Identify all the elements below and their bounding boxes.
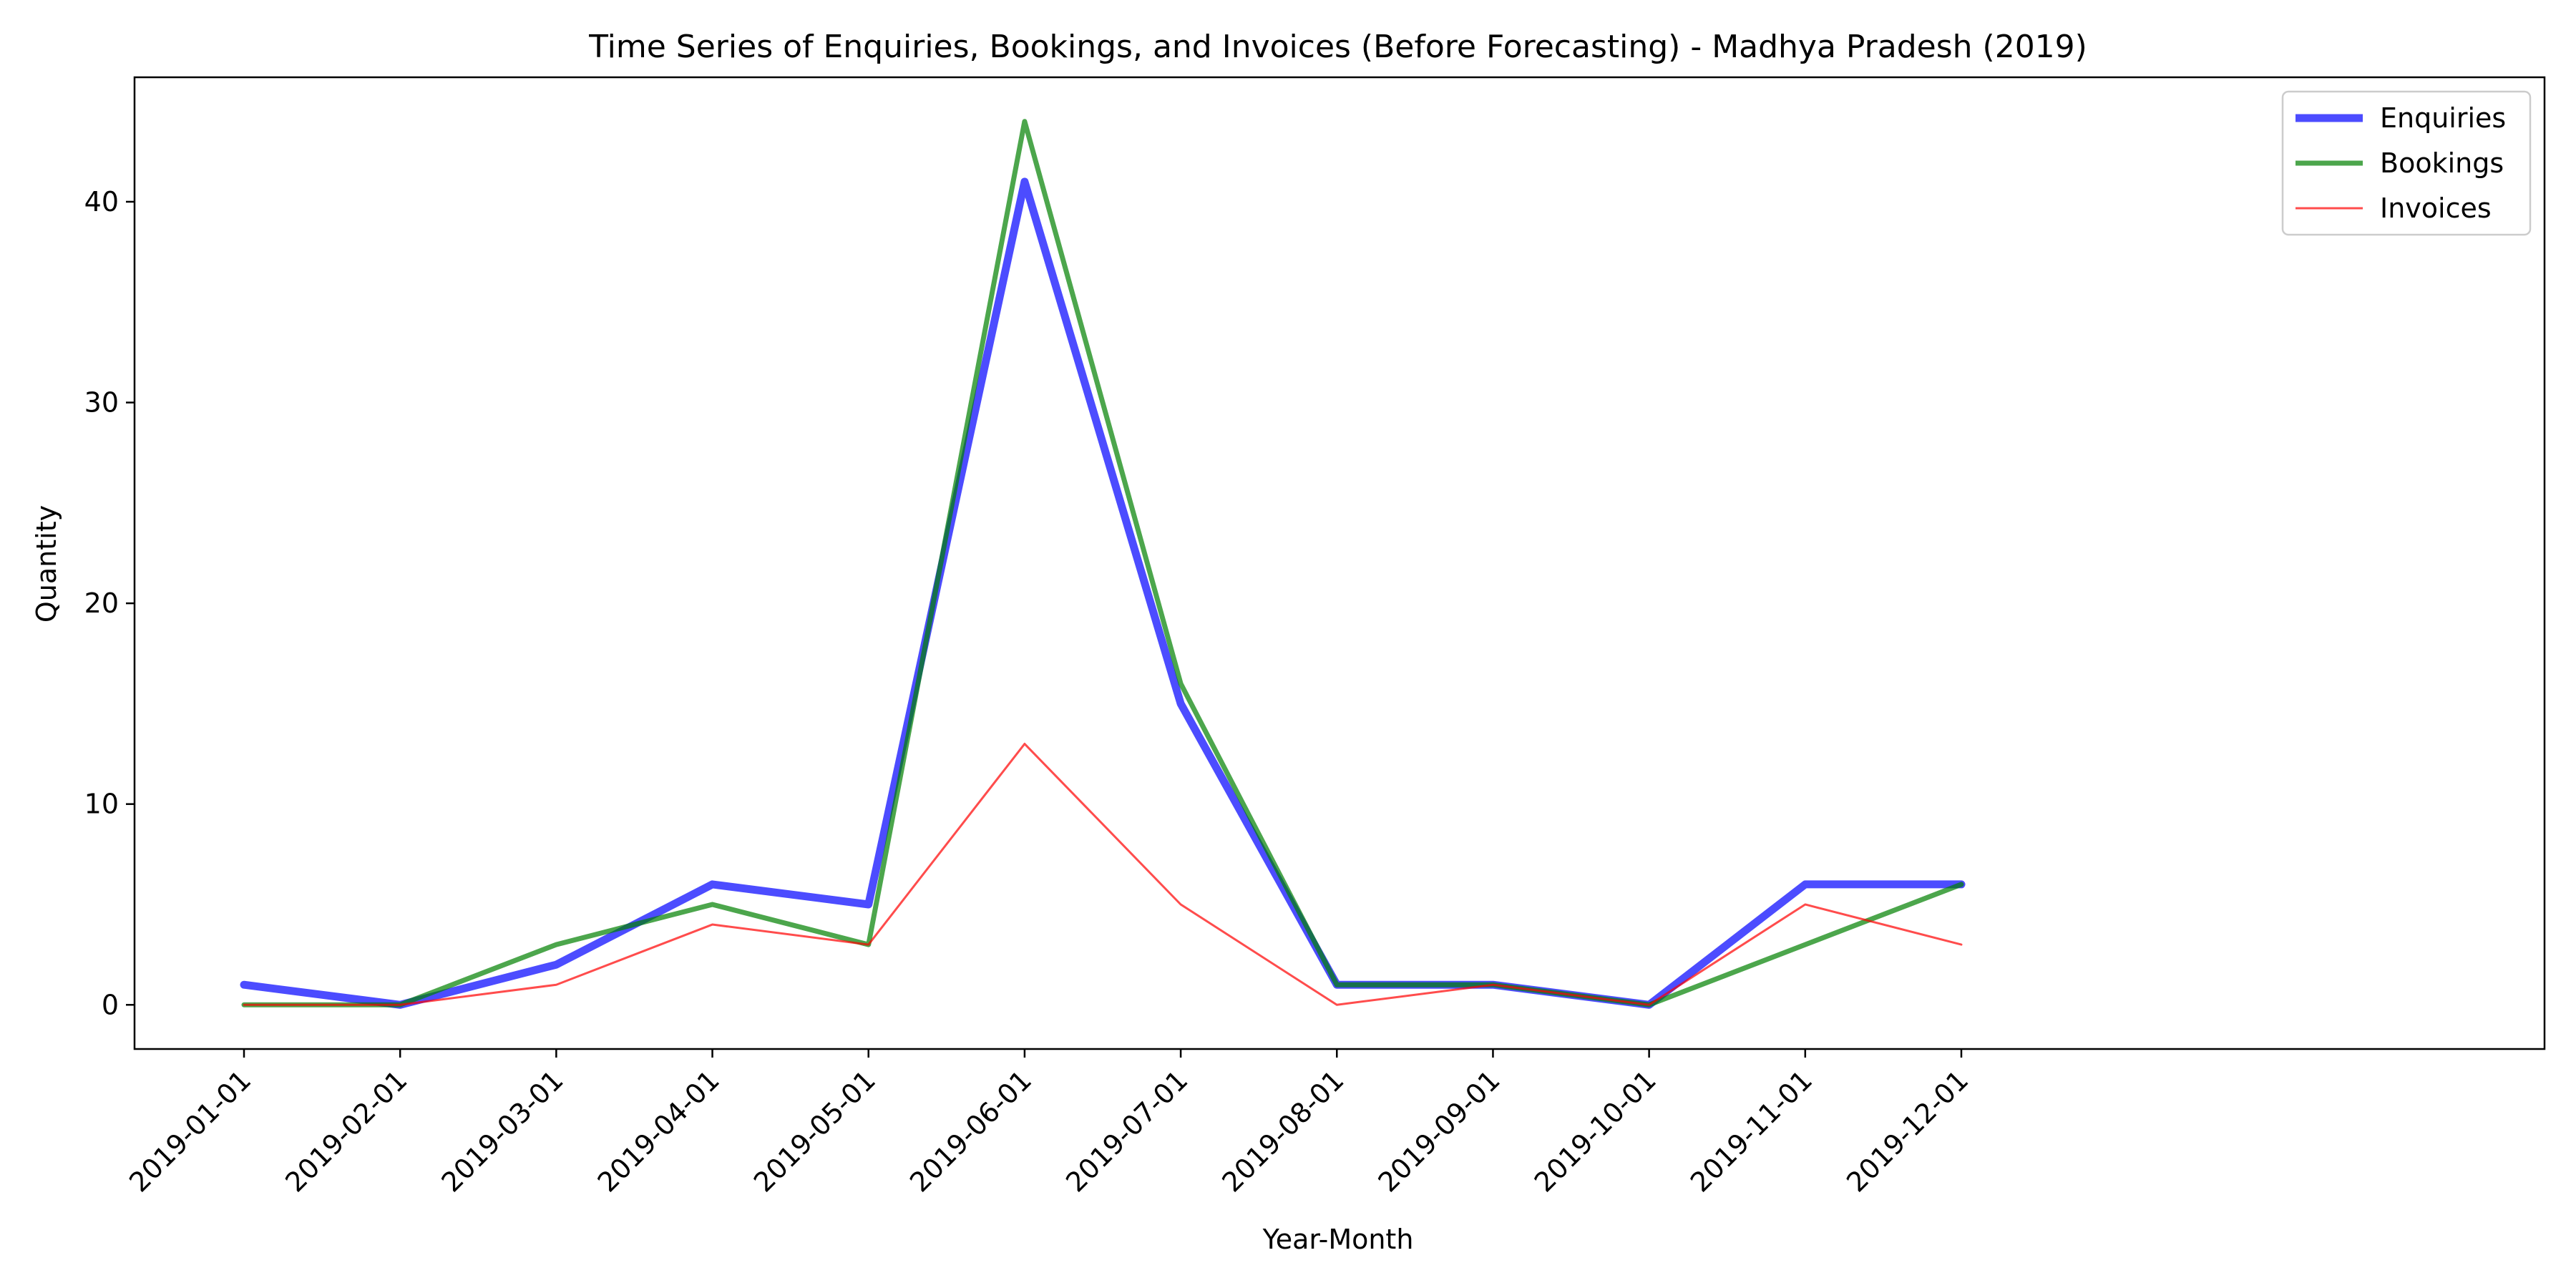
legend: Enquiries Bookings Invoices: [2281, 90, 2532, 236]
x-tick-label: 2019-08-01: [1216, 1064, 1350, 1198]
y-tick-label: 0: [102, 989, 119, 1020]
x-axis-label: Year-Month: [1262, 1224, 1414, 1255]
x-tick-label: 2019-03-01: [435, 1064, 569, 1198]
x-tick-label: 2019-06-01: [904, 1064, 1038, 1198]
legend-box: [2281, 90, 2532, 236]
legend-label-enquiries: Enquiries: [2380, 102, 2506, 134]
series-line-bookings: [241, 119, 1964, 1008]
y-axis-label: Quantity: [31, 505, 62, 623]
x-tick-label: 2019-12-01: [1840, 1064, 1974, 1198]
x-tick-label: 2019-01-01: [123, 1064, 257, 1198]
x-tick-label: 2019-05-01: [748, 1064, 882, 1198]
series-line-enquiries: [240, 177, 1966, 1009]
y-tick-label: 40: [84, 186, 119, 218]
y-tick-label: 20: [84, 587, 119, 619]
x-tick-label: 2019-07-01: [1060, 1064, 1194, 1198]
x-tick-label: 2019-02-01: [279, 1064, 413, 1198]
legend-label-bookings: Bookings: [2380, 147, 2504, 179]
plot-frame: [133, 76, 2546, 1050]
chart-title: Time Series of Enquiries, Bookings, and …: [588, 29, 2087, 65]
y-tick-label: 10: [84, 789, 119, 820]
legend-label-invoices: Invoices: [2380, 192, 2492, 224]
x-tick-label: 2019-11-01: [1684, 1064, 1818, 1198]
y-tick-label: 30: [84, 387, 119, 419]
x-tick-label: 2019-04-01: [592, 1064, 726, 1198]
x-tick-label: 2019-10-01: [1528, 1064, 1662, 1198]
x-tick-label: 2019-09-01: [1372, 1064, 1506, 1198]
series-line-invoices: [243, 743, 1963, 1006]
